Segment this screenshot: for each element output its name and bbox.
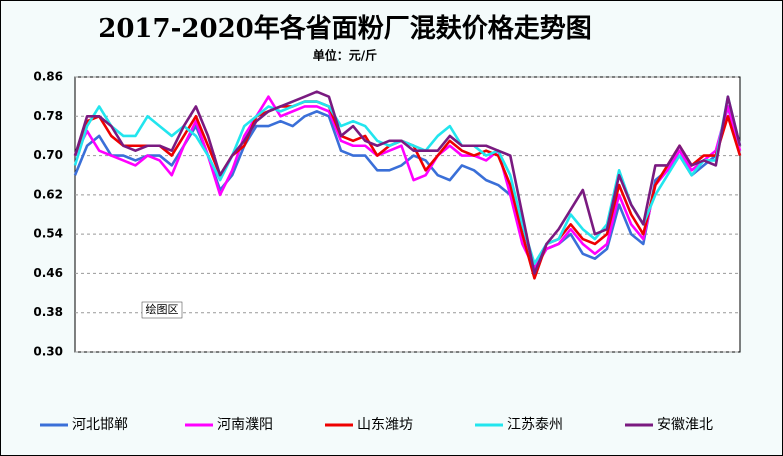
y-tick-label: 0.38 bbox=[33, 305, 63, 319]
lines bbox=[73, 90, 742, 280]
series-line bbox=[73, 90, 742, 275]
y-tick-label: 0.78 bbox=[33, 109, 63, 123]
y-tick-label: 0.46 bbox=[33, 266, 63, 280]
chart-subtitle: 单位：元/斤 bbox=[313, 48, 377, 63]
y-tick-label: 0.30 bbox=[33, 345, 63, 359]
y-tick-label: 0.70 bbox=[33, 148, 63, 162]
series-line bbox=[73, 95, 742, 270]
legend-label: 河南濮阳 bbox=[217, 417, 273, 433]
legend-label: 安徽淮北 bbox=[657, 417, 713, 433]
y-tick-label: 0.86 bbox=[33, 70, 63, 84]
legend-label: 江苏泰州 bbox=[507, 417, 563, 433]
legend-label: 河北邯郸 bbox=[72, 417, 128, 433]
chart-title: 2017-2020年各省面粉厂混麸价格走势图 bbox=[98, 13, 592, 44]
y-tick-label: 0.62 bbox=[33, 187, 63, 201]
grid: 0.30 0.38 0.46 0.54 0.62 0.70 0.78 0.86 bbox=[33, 70, 740, 359]
tooltip-box bbox=[141, 301, 183, 319]
y-tick-label: 0.54 bbox=[33, 227, 63, 241]
legend: 河北邯郸 河南濮阳 山东潍坊 江苏泰州 安徽淮北 bbox=[40, 417, 713, 433]
legend-label: 山东潍坊 bbox=[357, 417, 413, 433]
tooltip-text: 绘图区 bbox=[146, 302, 179, 316]
